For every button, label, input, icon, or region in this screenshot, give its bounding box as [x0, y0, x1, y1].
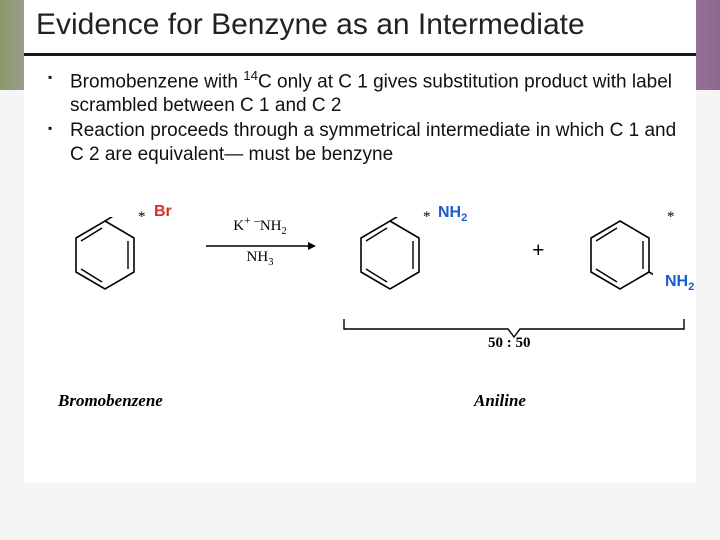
reagent-nh-sub: 2: [282, 226, 287, 237]
nh2-label-b: NH2: [665, 273, 694, 293]
reagent-nh: NH: [260, 218, 282, 234]
plus-sign: +: [532, 237, 545, 263]
benzene-ring-2: [357, 217, 423, 293]
page-title: Evidence for Benzyne as an Intermediate: [36, 8, 684, 43]
br-label: Br: [154, 203, 172, 221]
benzene-ring-1: [72, 217, 138, 293]
title-bar: Evidence for Benzyne as an Intermediate: [24, 0, 696, 56]
bullet-item: Bromobenzene with 14C only at C 1 gives …: [48, 68, 678, 118]
isotope-star-3: *: [667, 209, 675, 226]
reaction-diagram: * Br K+ –NH2 NH3 * NH2 +: [42, 195, 678, 465]
nh2-text: NH: [665, 273, 688, 290]
br-text: Br: [154, 203, 172, 220]
bullet-list: Bromobenzene with 14C only at C 1 gives …: [42, 68, 678, 167]
reagent-nh3-sub: 3: [268, 257, 273, 268]
reagent-k: K: [233, 218, 244, 234]
isotope-star-1: *: [138, 209, 146, 226]
reagent-nh3: NH: [247, 249, 269, 265]
benzene-ring-3: [587, 217, 653, 293]
reagent-top: K+ –NH2: [208, 215, 312, 237]
bullet-text-part: Bromobenzene with: [70, 71, 243, 92]
nh2-sub: 2: [688, 281, 694, 293]
reagent-bottom: NH3: [208, 249, 312, 268]
content-area: Bromobenzene with 14C only at C 1 gives …: [24, 56, 696, 483]
nh2-label-a: NH2: [438, 204, 467, 224]
bullet-item: Reaction proceeds through a symmetrical …: [48, 119, 678, 167]
isotope-sup: 14: [243, 68, 258, 83]
reagent-k-plus: +: [244, 215, 250, 227]
reagent-block: K+ –NH2: [208, 215, 312, 237]
ratio-label: 50 : 50: [488, 335, 531, 352]
bromobenzene-label: Bromobenzene: [58, 391, 163, 411]
isotope-star-2: *: [423, 209, 431, 226]
nh2-text: NH: [438, 204, 461, 221]
nh2-sub: 2: [461, 212, 467, 224]
aniline-label: Aniline: [474, 391, 526, 411]
